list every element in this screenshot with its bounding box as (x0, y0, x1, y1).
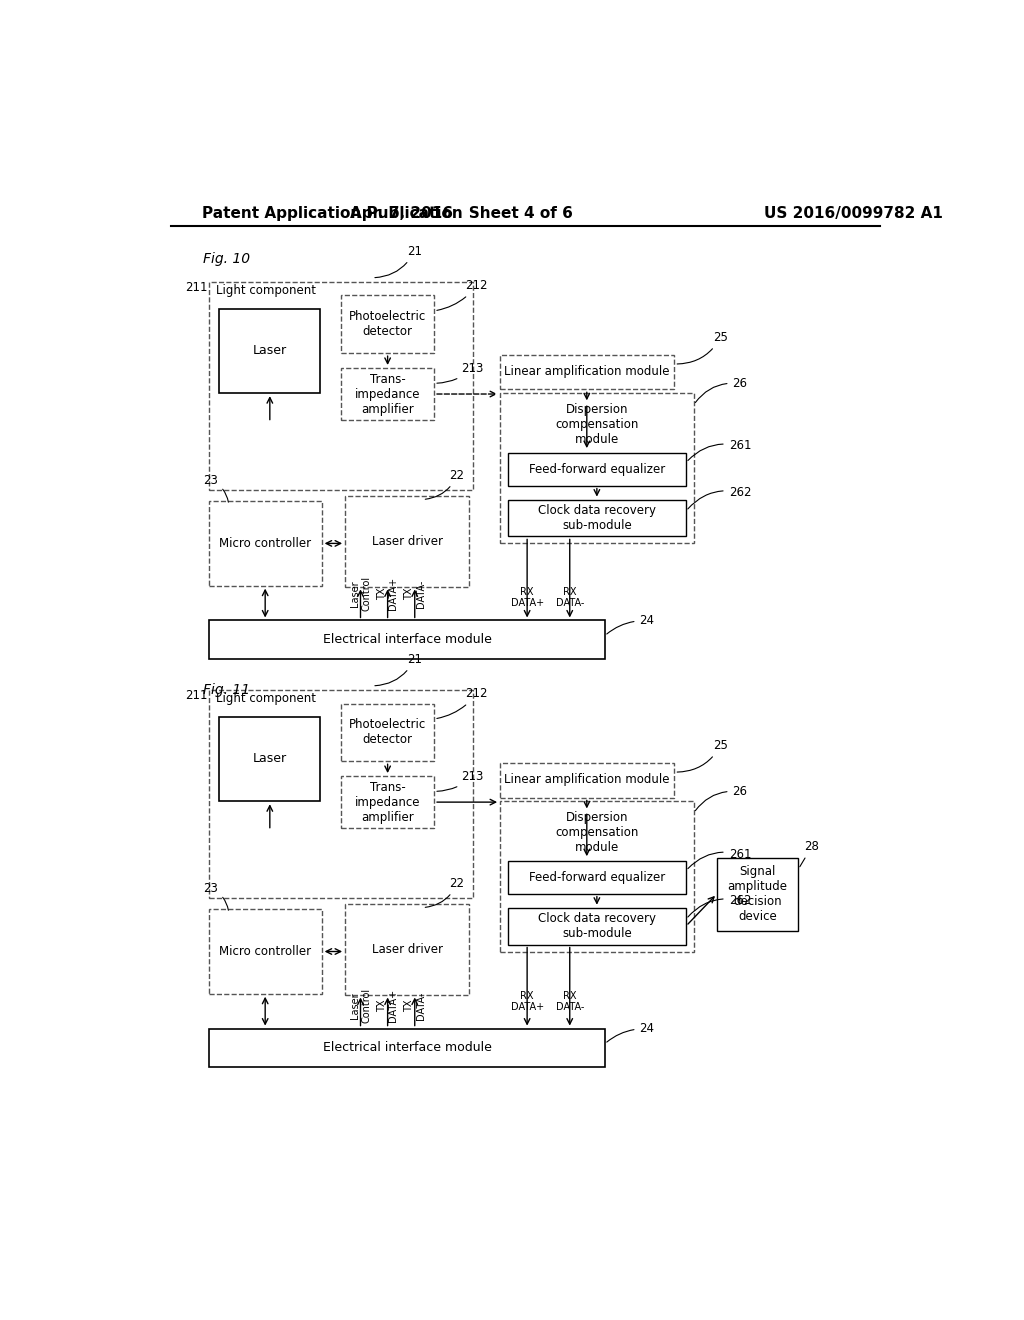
Text: 25: 25 (677, 739, 728, 772)
Text: TX
DATA+: TX DATA+ (377, 989, 398, 1022)
Bar (209, 502, 322, 586)
Text: 261: 261 (688, 847, 752, 869)
Bar (345, 904, 469, 995)
Text: Fig. 10: Fig. 10 (203, 252, 250, 265)
Text: 262: 262 (688, 894, 752, 917)
Text: Light component: Light component (216, 693, 315, 705)
Text: 211: 211 (185, 281, 208, 294)
Bar (508, 499, 686, 536)
Text: Laser: Laser (253, 345, 287, 358)
Bar (341, 368, 434, 420)
Bar (209, 1028, 604, 1067)
Text: Photoelectric
detector: Photoelectric detector (349, 718, 426, 746)
Text: 21: 21 (375, 244, 422, 277)
Text: Clock data recovery
sub-module: Clock data recovery sub-module (538, 504, 656, 532)
Bar (209, 281, 473, 490)
Bar (508, 908, 686, 945)
Text: 212: 212 (437, 688, 487, 718)
Text: RX
DATA-: RX DATA- (556, 991, 584, 1012)
Text: Laser driver: Laser driver (372, 942, 442, 956)
Text: TX
DATA-: TX DATA- (403, 991, 426, 1019)
Text: 24: 24 (607, 614, 654, 634)
Text: RX
DATA+: RX DATA+ (511, 991, 544, 1012)
Text: Trans-
impedance
amplifier: Trans- impedance amplifier (355, 372, 421, 416)
Bar (209, 620, 604, 659)
Bar (717, 858, 799, 931)
Text: 261: 261 (688, 440, 752, 461)
Text: Photoelectric
detector: Photoelectric detector (349, 310, 426, 338)
Text: 211: 211 (185, 689, 208, 702)
Text: 28: 28 (800, 840, 819, 867)
Text: Electrical interface module: Electrical interface module (323, 1041, 492, 1055)
Bar (500, 355, 675, 389)
Bar (209, 909, 322, 994)
Bar (341, 296, 434, 354)
Text: 22: 22 (425, 876, 465, 907)
Text: Laser driver: Laser driver (372, 535, 442, 548)
Text: Linear amplification module: Linear amplification module (504, 774, 670, 787)
Bar (500, 763, 675, 797)
Bar (508, 453, 686, 486)
Text: 26: 26 (695, 378, 748, 403)
Text: Electrical interface module: Electrical interface module (323, 634, 492, 647)
Text: Micro controller: Micro controller (219, 537, 311, 550)
Text: Feed-forward equalizer: Feed-forward equalizer (528, 871, 665, 884)
Text: 262: 262 (688, 486, 752, 510)
Text: Linear amplification module: Linear amplification module (504, 366, 670, 379)
Bar (341, 776, 434, 829)
Text: Laser: Laser (253, 752, 287, 766)
Text: 213: 213 (437, 770, 483, 791)
Bar (219, 717, 321, 801)
Bar (341, 704, 434, 762)
Text: RX
DATA-: RX DATA- (556, 586, 584, 609)
Text: Dispersion
compensation
module: Dispersion compensation module (555, 403, 639, 446)
Text: Patent Application Publication: Patent Application Publication (202, 206, 463, 222)
Bar (500, 801, 693, 952)
Text: Micro controller: Micro controller (219, 945, 311, 958)
Text: Dispersion
compensation
module: Dispersion compensation module (555, 810, 639, 854)
Text: Signal
amplitude
decision
device: Signal amplitude decision device (727, 865, 787, 923)
Bar (500, 393, 693, 544)
Bar (508, 862, 686, 894)
Text: 26: 26 (695, 785, 748, 810)
Text: 25: 25 (677, 331, 728, 364)
Text: US 2016/0099782 A1: US 2016/0099782 A1 (764, 206, 942, 222)
Text: Apr. 7, 2016   Sheet 4 of 6: Apr. 7, 2016 Sheet 4 of 6 (350, 206, 572, 222)
Bar (219, 309, 321, 393)
Bar (209, 689, 473, 898)
Text: 21: 21 (375, 653, 422, 685)
Text: Fig. 11: Fig. 11 (203, 682, 250, 697)
Text: Laser
Control: Laser Control (350, 987, 372, 1023)
Text: TX
DATA+: TX DATA+ (377, 577, 398, 610)
Text: 22: 22 (425, 469, 465, 499)
Text: Clock data recovery
sub-module: Clock data recovery sub-module (538, 912, 656, 940)
Text: 212: 212 (437, 280, 487, 310)
Text: 23: 23 (203, 474, 228, 502)
Text: Laser
Control: Laser Control (350, 576, 372, 611)
Text: Feed-forward equalizer: Feed-forward equalizer (528, 463, 665, 477)
Text: 23: 23 (203, 882, 228, 911)
Text: 24: 24 (607, 1023, 654, 1041)
Text: RX
DATA+: RX DATA+ (511, 586, 544, 609)
Text: Trans-
impedance
amplifier: Trans- impedance amplifier (355, 780, 421, 824)
Text: Light component: Light component (216, 284, 315, 297)
Text: TX
DATA-: TX DATA- (403, 579, 426, 607)
Bar (345, 495, 469, 586)
Text: 213: 213 (437, 362, 483, 383)
